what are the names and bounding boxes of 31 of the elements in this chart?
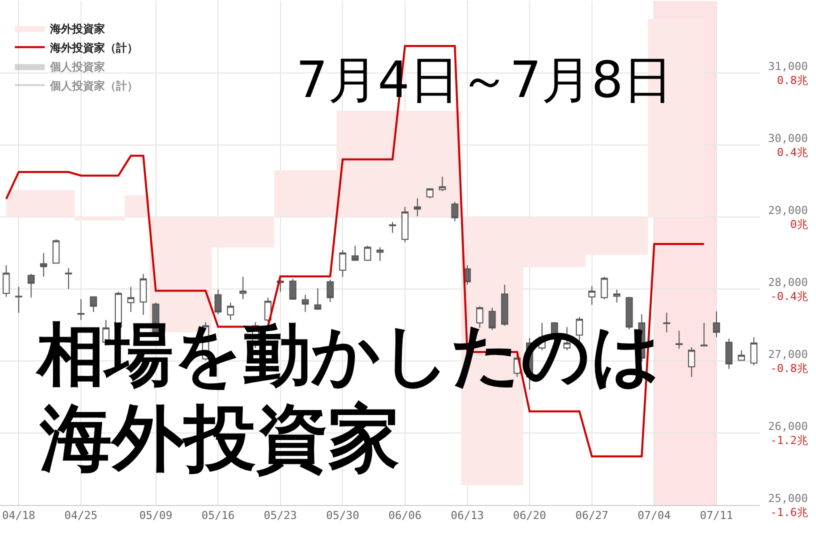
y-tick-label: 30,000: [768, 132, 808, 145]
legend-label: 海外投資家（計）: [48, 41, 138, 54]
x-tick-label: 05/16: [201, 509, 235, 522]
legend-label: 個人投資家（計）: [48, 79, 138, 92]
y-tick-label: 26,000: [768, 420, 808, 433]
legend-label: 個人投資家: [48, 60, 105, 74]
x-tick-label: 04/25: [64, 509, 98, 522]
y2-tick-label: -1.2兆: [770, 434, 808, 447]
x-tick-label: 05/30: [326, 509, 360, 522]
y-tick-label: 25,000: [768, 492, 808, 505]
x-tick-label: 04/18: [2, 509, 36, 522]
y2-tick-label: 0兆: [790, 218, 808, 231]
x-tick-label: 07/11: [700, 509, 734, 522]
y-tick-label: 31,000: [768, 60, 808, 73]
y-tick-label: 27,000: [768, 348, 808, 361]
x-tick-label: 05/09: [139, 509, 172, 522]
x-tick-label: 06/06: [388, 509, 422, 522]
x-tick-label: 06/20: [513, 509, 546, 522]
x-tick-label: 06/27: [575, 509, 608, 522]
y2-tick-label: 0.4兆: [776, 146, 808, 159]
y-tick-label: 28,000: [768, 276, 808, 289]
y2-tick-label: -0.8兆: [770, 362, 808, 375]
x-tick-label: 05/23: [264, 509, 297, 522]
annotation: 海外投資家: [39, 396, 400, 480]
y2-tick-label: -1.6兆: [770, 506, 808, 519]
y2-tick-label: 0.8兆: [776, 74, 808, 87]
x-tick-label: 06/13: [450, 509, 484, 522]
y2-tick-label: -0.4兆: [770, 290, 808, 303]
y-tick-label: 29,000: [768, 204, 808, 217]
legend-label: 海外投資家: [48, 22, 105, 36]
x-tick-label: 07/04: [638, 509, 672, 522]
